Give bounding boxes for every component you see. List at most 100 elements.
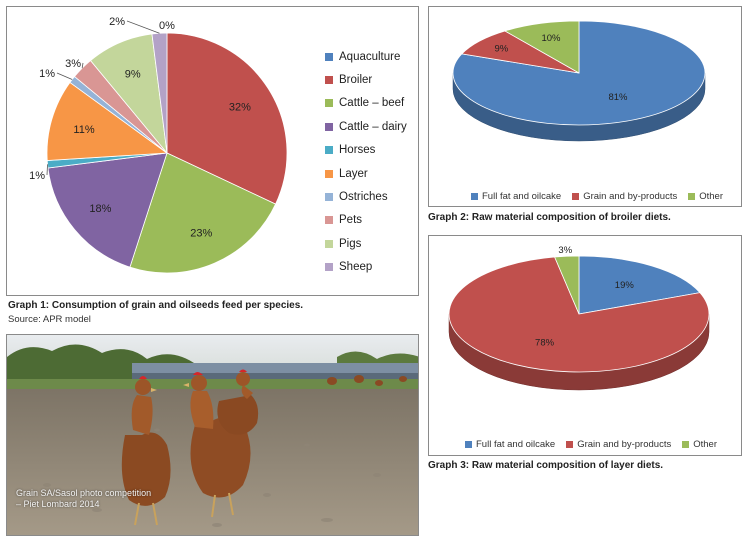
legend-item-ostriches: Ostriches xyxy=(325,185,425,208)
pie-slice-grain-and-by-products xyxy=(448,256,710,373)
legend-swatch xyxy=(325,52,333,61)
pie-label-broiler: 32% xyxy=(229,102,251,114)
legend-swatch xyxy=(325,76,333,85)
legend-item-aquaculture: Aquaculture xyxy=(325,45,425,68)
pie-label-pigs: 9% xyxy=(125,69,141,81)
legend-item-grain-and-by-products: Grain and by-products xyxy=(566,439,671,450)
pie-slice-other xyxy=(503,20,580,74)
chicken-photo-illustration xyxy=(7,335,418,535)
legend-item-layer: Layer xyxy=(325,162,425,185)
legend-item-broiler: Broiler xyxy=(325,68,425,91)
legend-label: Other xyxy=(693,439,717,450)
pie-label-other: 3% xyxy=(558,245,572,256)
photo-credit-line1: Grain SA/Sasol photo competition xyxy=(16,488,152,498)
legend-item-grain-and-by-products: Grain and by-products xyxy=(572,191,677,202)
legend-swatch xyxy=(325,99,333,108)
graph1-source: Source: APR model xyxy=(8,314,91,325)
legend-label: Aquaculture xyxy=(339,50,401,63)
legend-swatch xyxy=(465,441,472,448)
pie-label-other: 10% xyxy=(541,33,561,44)
legend-swatch xyxy=(688,193,696,200)
legend-swatch xyxy=(572,193,580,200)
graph2-caption: Graph 2: Raw material composition of bro… xyxy=(428,212,671,223)
legend-swatch xyxy=(325,263,333,272)
pie-label-full-fat-and-oilcake: 81% xyxy=(608,92,628,103)
legend-item-other: Other xyxy=(688,191,723,202)
pie-slice-cattle-dairy xyxy=(47,152,168,268)
graph3-legend: Full fat and oilcake Grain and by-product… xyxy=(465,439,728,450)
pie-slice-layer xyxy=(46,81,169,161)
hen-right xyxy=(217,369,259,435)
legend-item-pets: Pets xyxy=(325,209,425,232)
pie-label-aquaculture: 0% xyxy=(159,20,175,32)
legend-label: Pets xyxy=(339,214,363,227)
legend-label: Pigs xyxy=(339,237,362,250)
hen-left xyxy=(121,376,171,526)
legend-swatch xyxy=(325,146,333,155)
pie-label-grain-and-by-products: 9% xyxy=(494,44,508,55)
leader-line-horses xyxy=(46,164,48,176)
legend-label: Grain and by-products xyxy=(577,439,672,450)
legend-item-full-fat-and-oilcake: Full fat and oilcake xyxy=(465,439,555,450)
pie-label-full-fat-and-oilcake: 19% xyxy=(615,280,635,291)
legend-item-cattle-dairy: Cattle – dairy xyxy=(325,115,425,138)
legend-label: Broiler xyxy=(339,74,373,87)
legend-label: Sheep xyxy=(339,261,373,274)
legend-label: Full fat and oilcake xyxy=(476,439,556,450)
legend-item-cattle-beef: Cattle – beef xyxy=(325,92,425,115)
pie-label-layer: 11% xyxy=(73,124,94,136)
pie-label-pets: 3% xyxy=(65,58,81,70)
legend-swatch xyxy=(682,441,690,448)
legend-label: Horses xyxy=(339,144,376,157)
graph1-caption: Graph 1: Consumption of grain and oilsee… xyxy=(8,300,304,311)
pie-slice-cattle-beef xyxy=(129,152,277,274)
legend-label: Other xyxy=(699,191,723,202)
legend-swatch xyxy=(566,441,574,448)
graph2-legend: Full fat and oilcake Grain and by-product… xyxy=(471,191,734,202)
legend-swatch xyxy=(471,193,478,200)
legend-label: Cattle – dairy xyxy=(339,120,407,133)
pie-slice-full-fat-and-oilcake xyxy=(578,255,701,315)
photo-credit: Grain SA/Sasol photo competition – Piet … xyxy=(16,488,151,510)
solar-panel-shed xyxy=(132,363,418,375)
legend-swatch xyxy=(325,216,333,225)
legend-item-horses: Horses xyxy=(325,139,425,162)
leader-line-sheep xyxy=(126,20,160,34)
pie-label-sheep: 2% xyxy=(109,16,125,28)
hen-center xyxy=(183,372,251,518)
pie-slice-full-fat-and-oilcake xyxy=(452,20,706,126)
pie-label-grain-and-by-products: 78% xyxy=(535,337,555,348)
legend-label: Grain and by-products xyxy=(583,191,678,202)
legend-swatch xyxy=(325,193,333,202)
legend-label: Full fat and oilcake xyxy=(482,191,562,202)
graph3-pie-chart: 19% 78% 3% xyxy=(448,245,710,391)
chicken-photo xyxy=(6,334,419,536)
legend-swatch xyxy=(325,122,333,131)
graph1-pie-chart: 0% 32% 23% 18% 1% 11% 1% 3% 9% 2% xyxy=(29,16,288,274)
graph2-pie-chart: 81% 9% 10% xyxy=(452,20,706,142)
pie-slice-other xyxy=(554,255,580,315)
legend-item-full-fat-and-oilcake: Full fat and oilcake xyxy=(471,191,561,202)
legend-item-other: Other xyxy=(682,439,717,450)
graph3-caption: Graph 3: Raw material composition of lay… xyxy=(428,460,664,471)
legend-label: Cattle – beef xyxy=(339,97,405,110)
pie-label-ostriches: 1% xyxy=(39,68,55,80)
legend-item-sheep: Sheep xyxy=(325,256,425,279)
legend-label: Ostriches xyxy=(339,191,388,204)
graph1-legend: Aquaculture Broiler Cattle – beef Cattle – … xyxy=(325,45,425,279)
graph2-panel: 81% 9% 10% Full fat and oilcake Grain and b… xyxy=(428,6,742,207)
background-hens xyxy=(327,375,407,386)
legend-swatch xyxy=(325,169,333,178)
legend-label: Layer xyxy=(339,167,368,180)
pie-label-cattle-beef: 23% xyxy=(190,227,212,239)
graph1-panel: 0% 32% 23% 18% 1% 11% 1% 3% 9% 2% Aquaculture Broi… xyxy=(6,6,419,296)
grass-strip xyxy=(7,379,418,389)
graph3-panel: 19% 78% 3% Full fat and oilcake Grain and b… xyxy=(428,235,742,456)
leader-line-pets xyxy=(81,62,84,69)
pie-slice-broiler xyxy=(166,32,288,205)
photo-credit-line2: – Piet Lombard 2014 xyxy=(16,499,100,509)
legend-swatch xyxy=(325,239,333,248)
leader-line-ostriches xyxy=(56,72,73,80)
pie-label-cattle-dairy: 18% xyxy=(89,203,111,215)
legend-item-pigs: Pigs xyxy=(325,232,425,255)
